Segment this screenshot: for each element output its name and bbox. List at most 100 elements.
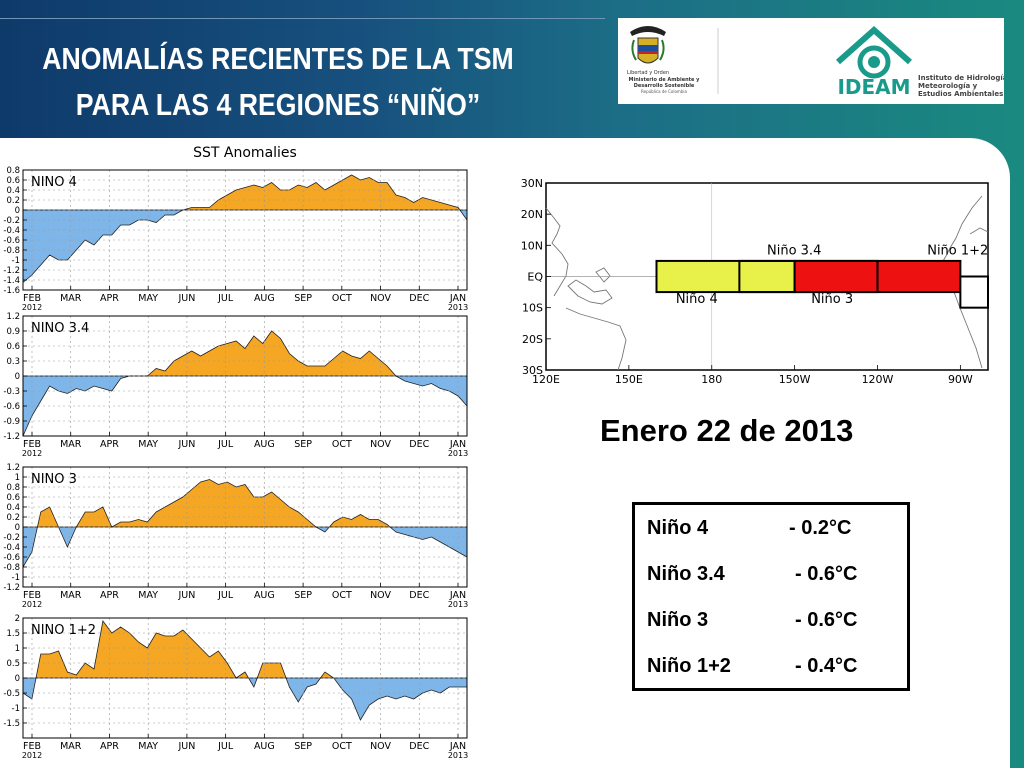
y-tick-label: -1.4 [3,276,20,286]
x-tick-label: JAN [449,439,466,450]
anomaly-line [22,620,467,721]
x-tick-label: DEC [409,741,429,752]
region-nino34 [738,259,879,294]
y-tick-label: 1.2 [6,312,20,322]
title-line-2: PARA LAS 4 REGIONES “NIÑO” [75,87,481,122]
y-tick-label: 0 [15,206,20,216]
x-tick-label: MAR [60,293,82,304]
y-tick-label: 0.6 [6,493,20,503]
colombia-line-2: Ministerio de Ambiente y [629,77,701,83]
y-tick-label: -1.2 [3,266,20,276]
region-value: - 0.6°C [795,563,858,585]
header-divider [0,18,605,19]
y-tick-label: -1.6 [3,286,20,296]
lat-label: 20N [521,208,543,221]
x-tick-label: AUG [254,293,275,304]
negative-anomaly-area [23,527,467,567]
negative-anomaly-area [23,210,467,283]
coastline [969,227,989,235]
anomaly-line [22,330,468,437]
plot-frame [22,315,468,437]
ideam-name: IDEAM [837,75,910,99]
x-tick-year: 2013 [448,600,468,609]
y-tick-label: -0.8 [3,246,20,256]
y-tick-label: -1 [12,573,20,583]
y-tick-label: -1.5 [3,719,20,729]
x-tick-year: 2013 [448,449,468,458]
y-tick-label: -0.8 [3,563,20,573]
region-nino12 [959,275,989,309]
x-tick-label: MAR [60,741,82,752]
y-tick-label: -0.6 [3,236,20,246]
x-tick-label: DEC [409,590,429,601]
x-tick-label: APR [100,293,119,304]
lat-label: EQ [527,271,543,284]
ideam-line-3: Estudios Ambientales [918,90,1003,98]
x-tick-year: 2012 [22,600,42,609]
coastline [567,279,613,305]
ideam-line-2: Meteorología y [918,82,978,90]
y-tick-label: 0.6 [6,342,20,352]
x-tick-label: OCT [332,741,352,752]
positive-anomaly-area [23,479,467,527]
x-tick-label: JUL [217,293,234,304]
sst-anomalies-panel: SST Anomalies FEB 2012 MAR APR MAY JUN JUL AUG S… [0,138,485,768]
lon-label: 150E [615,373,643,386]
coastline [595,267,611,283]
x-tick-label: AUG [254,741,275,752]
x-tick-year: 2013 [448,751,468,760]
plot-frame [22,466,468,588]
plot-frame [22,617,468,739]
x-tick-label: JAN [449,590,466,601]
x-tick-label: NOV [370,439,391,450]
y-tick-label: -0.5 [3,689,20,699]
nino-regions-map: Niño 4 Niño 3.4 Niño 3 Niño 1+2 30N 20N 10N EQ 1… [521,177,989,386]
x-tick-label: FEB [23,741,41,752]
region-label: Niño 1+2 [927,244,988,259]
anomaly-line [22,479,468,568]
y-tick-label: -0.6 [3,402,20,412]
x-tick-label: SEP [294,590,312,601]
y-tick-label: 0.3 [6,357,20,367]
anomaly-line [22,174,468,283]
x-tick-label: MAR [60,590,82,601]
region-label: Niño 3 [811,292,853,307]
y-tick-label: 1.5 [6,629,20,639]
x-tick-label: APR [100,590,119,601]
y-tick-label: 2 [15,614,20,624]
x-tick-label: NOV [370,590,391,601]
x-tick-label: DEC [409,293,429,304]
lat-label: 10N [521,239,543,252]
x-tick-label: FEB [23,439,41,450]
y-tick-label: -1.2 [3,432,20,442]
y-tick-label: 0.8 [6,483,20,493]
x-tick-label: AUG [254,439,275,450]
x-tick-label: DEC [409,439,429,450]
x-tick-label: OCT [332,293,352,304]
x-tick-label: MAY [138,293,158,304]
y-tick-label: 0.2 [6,196,20,206]
panel-label: NINO 3 [31,472,77,487]
x-tick-year: 2012 [22,751,42,760]
x-tick-label: SEP [294,439,312,450]
map-group: Niño 4 Niño 3.4 Niño 3 Niño 1+2 30N 20N 10N EQ 1… [521,177,989,386]
lon-label: 150W [779,373,811,386]
x-tick-label: APR [100,439,119,450]
negative-anomaly-area [23,376,467,436]
coastline [565,307,627,371]
lat-label: 20S [522,333,543,346]
y-tick-label: 0.8 [6,166,20,176]
y-tick-label: 0 [15,523,20,533]
lat-label: 30N [521,177,543,190]
region-label: Niño 4 [676,292,718,307]
y-tick-label: -0.9 [3,417,20,427]
positive-anomaly-area [23,331,467,376]
x-tick-label: JUL [217,439,234,450]
region-value: - 0.6°C [795,609,858,631]
y-tick-label: 0 [15,372,20,382]
lat-label: 30S [522,364,543,377]
